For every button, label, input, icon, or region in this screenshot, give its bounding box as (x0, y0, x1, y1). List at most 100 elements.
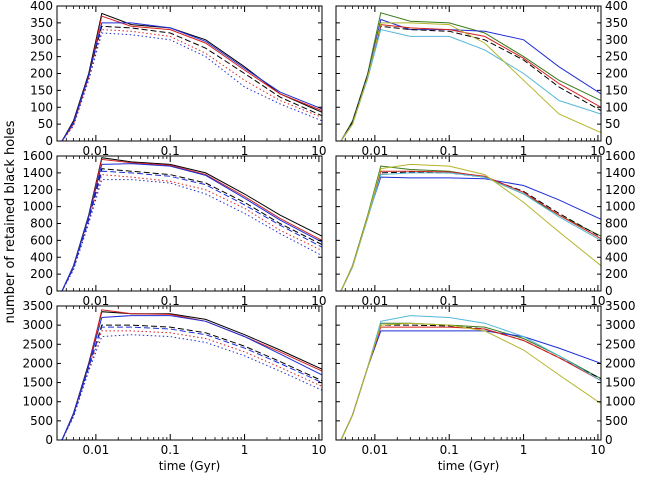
y-tick-label: 1000 (22, 200, 53, 214)
x-tick-label: 0.01 (83, 144, 110, 158)
series-group (61, 309, 322, 440)
y-tick-label: 200 (605, 67, 628, 81)
series-line-red-solid (340, 326, 601, 440)
series-line-green-solid (340, 165, 601, 291)
y-tick-label: 500 (30, 414, 53, 428)
x-tick-label: 0.1 (440, 294, 459, 308)
y-tick-label: 200 (30, 267, 53, 281)
y-tick-label: 250 (30, 50, 53, 64)
series-line-olive-solid (340, 163, 601, 291)
x-tick-label: 1 (520, 443, 528, 457)
y-tick-label: 800 (30, 217, 53, 231)
y-tick-label: 100 (605, 100, 628, 114)
x-tick-label: 1 (241, 294, 249, 308)
y-tick-label: 1000 (605, 395, 636, 409)
y-tick-label: 400 (30, 0, 53, 13)
plot-frame (56, 305, 323, 441)
series-line-red-solid (340, 24, 601, 141)
y-tick-label: 1400 (605, 166, 636, 180)
plot-frame (335, 5, 602, 142)
y-tick-label: 1000 (22, 395, 53, 409)
panel-row3-right: 0 500 1000 1500 2000 2500 3000 3500 0.01 0.1 1 10 ti… (335, 299, 636, 473)
y-tick-label: 3000 (605, 318, 636, 332)
y-tick-label: 1500 (605, 376, 636, 390)
x-tick-label: 0.1 (440, 443, 459, 457)
x-axis-label: time (Gyr) (159, 459, 221, 473)
series-line-red-dotted (61, 174, 322, 291)
y-tick-label: 50 (605, 117, 620, 131)
y-tick-label: 0 (45, 284, 53, 298)
series-line-blue-dotted (61, 334, 322, 440)
x-tick-label: 0.01 (362, 144, 389, 158)
x-tick-label: 0.1 (161, 443, 180, 457)
y-tick-label: 0 (45, 134, 53, 148)
panel-row1-right: 0 50 100 150 200 250 300 350 400 0.01 0.1 1 10 (335, 0, 628, 158)
series-line-blue-solid (340, 18, 601, 141)
y-tick-label: 2500 (605, 337, 636, 351)
series-line-black-dashed (340, 25, 601, 141)
x-tick-label: 0.01 (83, 443, 110, 457)
panel-row2-right: 0 200 400 600 800 1000 1200 1400 1600 0.01 0.1 1 10 (335, 149, 636, 308)
series-line-red-solid (61, 15, 322, 141)
series-line-black-dashed (61, 168, 322, 291)
x-tick-label: 0.1 (161, 294, 180, 308)
y-tick-label: 250 (605, 50, 628, 64)
y-tick-label: 1500 (22, 376, 53, 390)
x-tick-label: 10 (311, 294, 326, 308)
y-tick-label: 600 (30, 233, 53, 247)
series-line-cyan-solid (340, 172, 601, 291)
x-tick-label: 0.01 (362, 443, 389, 457)
series-line-blue-solid (340, 330, 601, 440)
y-tick-label: 300 (605, 33, 628, 47)
x-tick-label: 10 (590, 144, 605, 158)
plot-frame (335, 155, 602, 292)
y-tick-label: 150 (30, 83, 53, 97)
series-line-blue-solid (61, 22, 322, 141)
series-line-blue-dotted (61, 179, 322, 291)
x-tick-label: 0.1 (440, 144, 459, 158)
series-line-blue-solid (61, 163, 322, 291)
x-tick-label: 10 (590, 443, 605, 457)
y-tick-label: 1200 (605, 183, 636, 197)
y-tick-label: 1000 (605, 200, 636, 214)
x-tick-label: 1 (520, 144, 528, 158)
series-line-red-dotted (61, 330, 322, 440)
y-tick-label: 600 (605, 233, 628, 247)
x-tick-label: 1 (520, 294, 528, 308)
x-tick-label: 10 (311, 443, 326, 457)
y-tick-label: 300 (30, 33, 53, 47)
y-tick-label: 400 (30, 250, 53, 264)
x-tick-label: 1 (241, 144, 249, 158)
series-line-olive-solid (340, 22, 601, 141)
y-tick-label: 0 (605, 433, 613, 447)
series-line-green-solid (340, 12, 601, 141)
series-line-blue-solid (61, 315, 322, 440)
x-axis-label: time (Gyr) (438, 459, 500, 473)
series-group (61, 12, 322, 141)
series-group (340, 12, 601, 141)
series-line-blue-dashed (61, 170, 322, 291)
y-tick-label: 1600 (22, 149, 53, 163)
y-tick-label: 400 (605, 0, 628, 13)
series-line-black-dashed (61, 324, 322, 440)
series-line-blue-dotted (61, 32, 322, 141)
series-line-green-solid (340, 322, 601, 440)
y-tick-label: 500 (605, 414, 628, 428)
x-tick-label: 0.01 (362, 294, 389, 308)
x-tick-label: 0.01 (83, 294, 110, 308)
y-tick-label: 150 (605, 83, 628, 97)
y-tick-label: 1400 (22, 166, 53, 180)
y-tick-label: 1200 (22, 183, 53, 197)
y-tick-label: 3000 (22, 318, 53, 332)
y-tick-label: 3500 (605, 299, 636, 313)
series-group (61, 157, 322, 291)
plot-frame (56, 5, 323, 142)
x-tick-label: 10 (590, 294, 605, 308)
x-tick-label: 0.1 (161, 144, 180, 158)
series-line-red-dotted (61, 29, 322, 141)
series-line-red-solid (61, 158, 322, 291)
panel-row1-left: 0 50 100 150 200 250 300 350 400 0.01 0.1 1 10 (30, 0, 326, 158)
y-tick-label: 100 (30, 100, 53, 114)
